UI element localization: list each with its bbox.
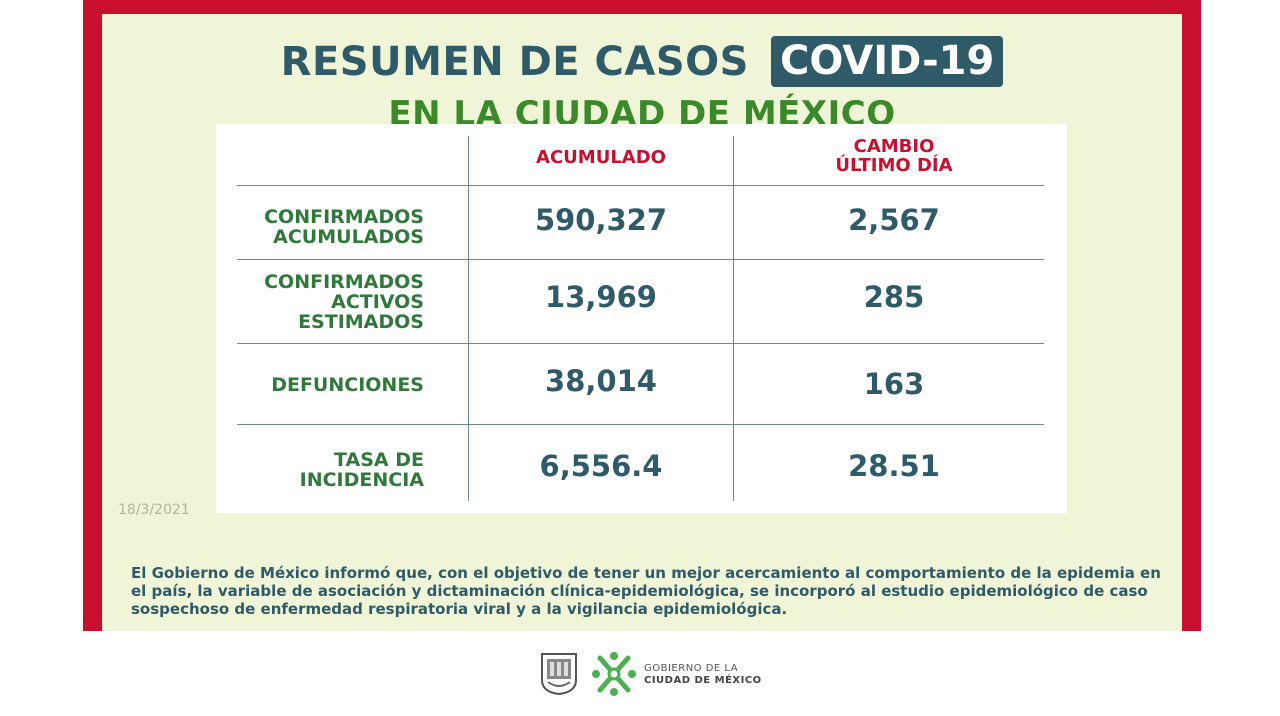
row-label-line: TASA DE: [334, 449, 424, 471]
column-header-label: ACUMULADO: [536, 147, 666, 168]
row-label-defunciones: DEFUNCIONES: [236, 375, 424, 395]
report-date: 18/3/2021: [118, 502, 190, 518]
row-label-line: DEFUNCIONES: [271, 374, 424, 396]
column-header-acumulado: ACUMULADO: [469, 148, 733, 167]
column-divider: [733, 136, 734, 501]
cases-table: ACUMULADO CAMBIO ÚLTIMO DÍA CONFIRMADOS …: [216, 124, 1067, 513]
title-row: RESUMEN DE CASOS COVID-19: [102, 36, 1182, 90]
row-label-confirmados-acumulados: CONFIRMADOS ACUMULADOS: [236, 207, 424, 247]
row-label-confirmados-activos: CONFIRMADOS ACTIVOS ESTIMADOS: [236, 272, 424, 332]
column-header-label: ÚLTIMO DÍA: [835, 155, 953, 176]
government-name-line: GOBIERNO DE LA: [644, 663, 739, 674]
cdmx-logo-icon: [592, 652, 636, 696]
cell-cambio: 2,567: [848, 203, 940, 237]
cell-acumulado: 38,014: [545, 364, 657, 398]
footer-logos: GOBIERNO DE LA CIUDAD DE MÉXICO: [540, 650, 762, 700]
coat-of-arms-icon: [541, 653, 577, 696]
cell-acumulado: 13,969: [545, 280, 657, 314]
column-header-label: CAMBIO: [853, 136, 935, 157]
row-divider: [237, 424, 1044, 425]
cell-cambio: 285: [863, 280, 925, 314]
row-label-line: CONFIRMADOS: [264, 271, 424, 293]
row-divider: [237, 343, 1044, 344]
column-divider: [468, 136, 469, 501]
row-label-tasa-incidencia: TASA DE INCIDENCIA: [236, 450, 424, 490]
footnote: El Gobierno de México informó que, con e…: [131, 564, 1161, 618]
row-divider: [237, 259, 1044, 260]
row-label-line: ACUMULADOS: [273, 226, 424, 248]
row-label-line: CONFIRMADOS: [264, 206, 424, 228]
row-label-line: ESTIMADOS: [298, 311, 424, 333]
cell-cambio: 163: [863, 367, 925, 401]
row-label-line: ACTIVOS: [331, 291, 424, 313]
covid-badge: COVID-19: [771, 36, 1004, 87]
government-name: GOBIERNO DE LA CIUDAD DE MÉXICO: [644, 663, 762, 687]
cell-acumulado: 590,327: [534, 203, 668, 237]
government-name-line: CIUDAD DE MÉXICO: [644, 675, 762, 686]
page-title: RESUMEN DE CASOS: [280, 38, 749, 85]
row-divider: [237, 185, 1044, 186]
row-label-line: INCIDENCIA: [299, 469, 424, 491]
cell-acumulado: 6,556.4: [539, 449, 663, 483]
cell-cambio: 28.51: [848, 449, 940, 483]
column-header-cambio: CAMBIO ÚLTIMO DÍA: [734, 137, 1054, 175]
